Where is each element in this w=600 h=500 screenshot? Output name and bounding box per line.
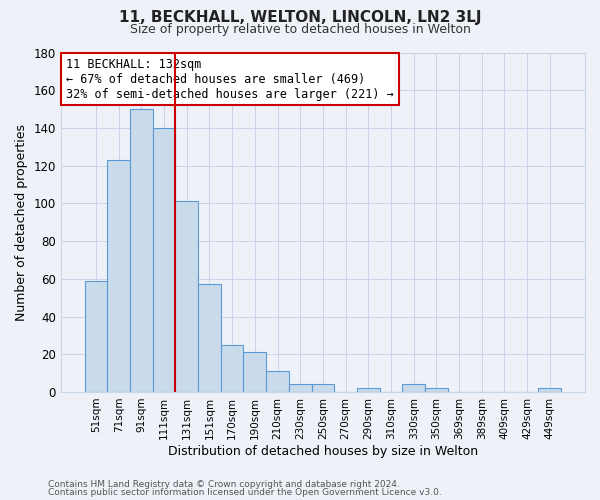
Bar: [175, 202, 198, 392]
Bar: [152, 128, 175, 392]
Y-axis label: Number of detached properties: Number of detached properties: [15, 124, 28, 320]
Bar: [538, 388, 561, 392]
Bar: [425, 388, 448, 392]
Bar: [311, 384, 334, 392]
Bar: [244, 352, 266, 392]
Bar: [403, 384, 425, 392]
Bar: [266, 371, 289, 392]
Bar: [221, 345, 244, 392]
Text: 11, BECKHALL, WELTON, LINCOLN, LN2 3LJ: 11, BECKHALL, WELTON, LINCOLN, LN2 3LJ: [119, 10, 481, 25]
X-axis label: Distribution of detached houses by size in Welton: Distribution of detached houses by size …: [168, 444, 478, 458]
Bar: [289, 384, 311, 392]
Text: Contains HM Land Registry data © Crown copyright and database right 2024.: Contains HM Land Registry data © Crown c…: [48, 480, 400, 489]
Bar: [357, 388, 380, 392]
Text: Size of property relative to detached houses in Welton: Size of property relative to detached ho…: [130, 22, 470, 36]
Bar: [198, 284, 221, 392]
Text: 11 BECKHALL: 132sqm
← 67% of detached houses are smaller (469)
32% of semi-detac: 11 BECKHALL: 132sqm ← 67% of detached ho…: [66, 58, 394, 100]
Bar: [130, 109, 152, 392]
Bar: [107, 160, 130, 392]
Text: Contains public sector information licensed under the Open Government Licence v3: Contains public sector information licen…: [48, 488, 442, 497]
Bar: [85, 280, 107, 392]
